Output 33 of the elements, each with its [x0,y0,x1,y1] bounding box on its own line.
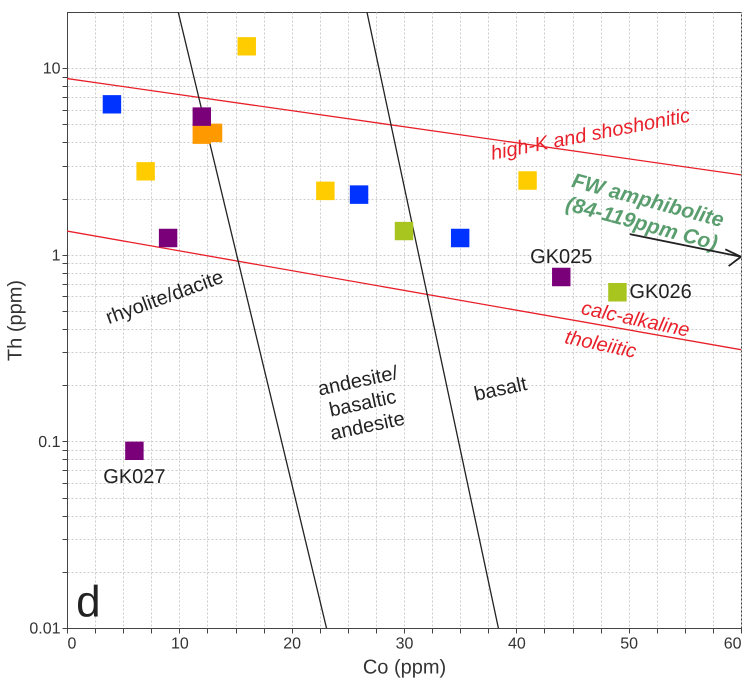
x-axis-title: Co (ppm) [362,656,446,678]
point [552,268,570,286]
x-tick-label: 10 [170,636,189,652]
point [350,185,368,204]
point [192,107,212,126]
point [125,442,144,460]
point [450,228,470,248]
y-axis-title: Th (ppm) [4,280,26,362]
y-tick-label: 10 [42,60,61,78]
annotation: GK025 [530,246,592,268]
point [136,162,155,181]
x-tick-label: 50 [620,636,638,652]
point [518,171,537,190]
x-tick-label: 60 [724,636,742,652]
point [238,37,256,56]
y-tick-label: 1 [52,247,61,264]
x-tick-label: 40 [508,636,526,652]
y-tick-label: 0.01 [29,620,61,638]
point [158,228,178,248]
x-tick-label: 30 [396,636,414,652]
x-tick-label: 20 [283,636,302,652]
annotation: andesite/ basaltic andesite [316,362,407,445]
y-tick-label: 0.1 [38,434,61,451]
annotation: high-K and shoshonitic [489,104,692,165]
annotation: GK027 [103,466,166,488]
annotation: basalt [472,372,530,406]
annotation: d [76,578,101,627]
x-tick-label: 0 [68,636,76,652]
annotation: GK026 [629,281,692,304]
point [394,222,414,240]
point [316,182,335,200]
point [608,283,627,302]
point [102,95,122,114]
